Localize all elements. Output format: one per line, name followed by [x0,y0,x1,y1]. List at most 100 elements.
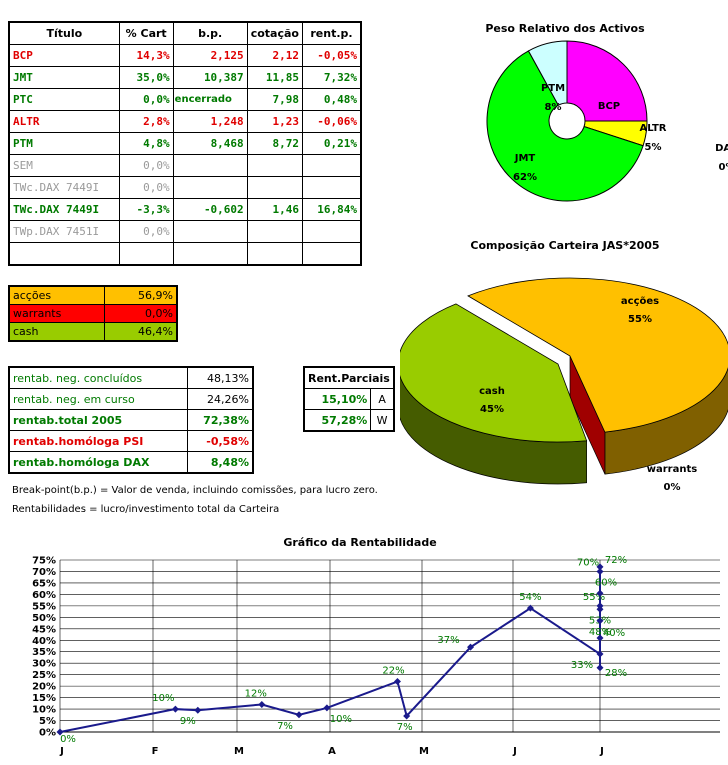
pie1-slice-label: JMT [514,153,536,164]
holding-value-cell: 8,468 [172,132,248,155]
holding-value-cell [301,176,362,199]
y-tick-label: 5% [39,716,56,727]
y-tick-label: 50% [32,613,56,624]
holding-value-cell: 2,125 [172,44,248,67]
holdings-table: Título% Cart b.p. cotação rent.p. BCP 14,3% 2… [8,21,362,266]
data-point-marker [403,712,411,720]
holding-value-cell: 2,8% [118,110,174,133]
pie2-slice-pct: 45% [480,404,504,415]
holding-value-cell: 0,21% [301,132,362,155]
line-chart-title: Gráfico da Rentabilidade [283,536,437,549]
holding-value-cell [172,176,248,199]
data-point-marker [467,643,475,651]
data-point-marker [596,589,604,597]
pie2-accoes-slice [467,277,728,433]
data-point-marker [194,706,202,714]
data-point-label: 72% [605,555,627,566]
y-tick-label: 15% [32,693,56,704]
returns-row: rentab.total 2005 72,38% [8,409,254,431]
holding-name-cell [8,242,120,266]
returns-row: rentab. neg. em curso 24,26% [8,388,254,410]
holding-value-cell: -0,06% [301,110,362,133]
data-point-label: 12% [245,688,267,699]
pie2-cash-slice [400,303,588,443]
partials-header-row: Rent.Parciais [303,366,395,389]
holding-value-cell: 0,0% [118,176,174,199]
x-tick-label: M [234,746,244,757]
pie1-slice-label: ALTR [640,123,667,134]
holding-value-cell: 1,248 [172,110,248,133]
pie1-slice-label: PTM [541,83,565,94]
holding-name-cell: BCP [8,44,120,67]
data-point-label: 9% [180,716,196,727]
pie1-slice-pct: 5% [645,142,662,153]
returns-label: rentab.homóloga DAX [8,451,188,474]
holding-value-cell: -3,3% [118,198,174,221]
data-point-marker [596,605,604,613]
x-tick-label: J [512,746,517,757]
returns-row: rentab. neg. concluídos 48,13% [8,366,254,389]
pie1-slice-label: DAX [715,143,728,154]
allocation-row: warrants 0,0% [8,304,178,323]
holdings-row: TWp.DAX 7451I 0,0% [8,220,362,243]
holding-value-cell: 7,32% [301,66,362,89]
holding-value-cell: encerrado [172,88,248,111]
data-point-label: 7% [397,722,413,733]
holdings-row: BCP 14,3% 2,125 2,12 -0,05% [8,44,362,67]
returns-row: rentab.homóloga DAX 8,48% [8,451,254,474]
y-tick-label: 25% [32,670,56,681]
holding-value-cell: 0,0% [118,154,174,177]
allocation-value: 56,9% [103,285,178,305]
pie1-title: Peso Relativo dos Activos [485,22,645,35]
holding-name-cell: TWc.DAX 7449I [8,198,120,221]
data-point-label: 37% [437,635,459,646]
y-tick-label: 45% [32,624,56,635]
y-tick-label: 60% [32,590,56,601]
holdings-header-cell: Título [8,21,120,45]
data-point-label: 60% [595,577,617,588]
partials-row: 57,28% W [303,409,395,432]
data-point-label: 10% [152,693,174,704]
holding-value-cell: -0,602 [172,198,248,221]
data-point-label: 70% [577,557,599,568]
holdings-header-cell: cotação [246,21,303,45]
holding-value-cell: 10,387 [172,66,248,89]
holdings-row: SEM 0,0% [8,154,362,177]
holding-value-cell: 14,3% [118,44,174,67]
holdings-row: PTC 0,0% encerrado 7,98 0,48% [8,88,362,111]
holding-name-cell: PTC [8,88,120,111]
data-point-marker [171,705,179,713]
pie2-title: Composição Carteira JAS*2005 [470,239,660,252]
data-point-marker [258,700,266,708]
data-point-label: 48% [589,627,611,638]
allocation-label: acções [8,285,105,305]
y-tick-label: 35% [32,647,56,658]
data-point-marker [56,728,64,736]
data-point-marker [323,704,331,712]
y-tick-label: 10% [32,705,56,716]
holdings-row: TWc.DAX 7449I 0,0% [8,176,362,199]
returns-label: rentab. neg. concluídos [8,366,188,389]
partials-row: 15,10% A [303,388,395,410]
returns-row: rentab.homóloga PSI -0,58% [8,430,254,452]
holdings-row: PTM 4,8% 8,468 8,72 0,21% [8,132,362,155]
returns-label: rentab.homóloga PSI [8,430,188,452]
data-point-marker [596,563,604,571]
holding-value-cell [301,154,362,177]
holding-value-cell: 2,12 [246,44,303,67]
holdings-row: JMT 35,0% 10,387 11,85 7,32% [8,66,362,89]
data-point-marker [596,634,604,642]
holding-value-cell [172,154,248,177]
holdings-header-cell: % Cart [118,21,174,45]
holding-name-cell: TWc.DAX 7449I [8,176,120,199]
y-tick-label: 20% [32,682,56,693]
pie2-slice-pct: 55% [628,314,652,325]
allocation-label: cash [8,322,105,342]
data-point-label: 33% [571,660,593,671]
pie1-slice-pct: 62% [513,172,537,183]
y-tick-label: 55% [32,601,56,612]
data-point-marker [596,567,604,575]
portfolio-composition-3d-pie-chart: acções 55% cash 45% warrants 0% [400,277,728,493]
partials-table: Rent.Parciais 15,10% A 57,28% W [303,366,395,432]
